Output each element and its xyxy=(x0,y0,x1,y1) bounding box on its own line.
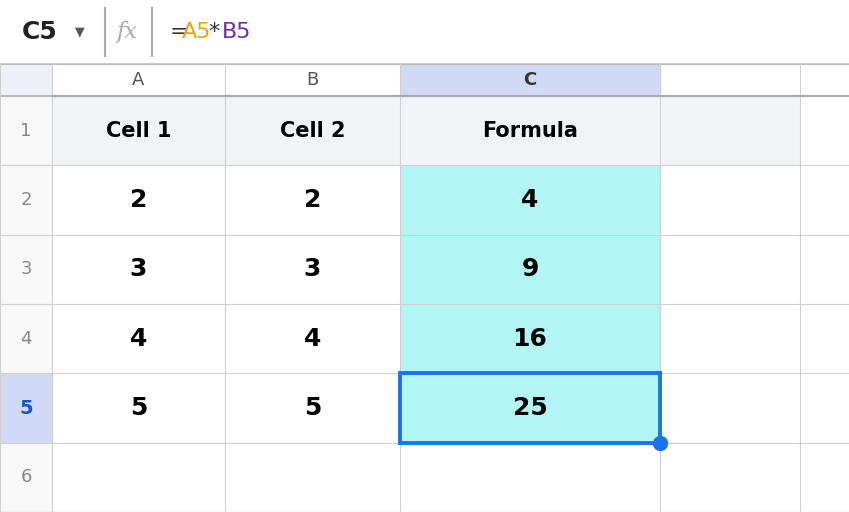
Bar xyxy=(225,64,400,96)
Text: ▼: ▼ xyxy=(76,26,85,38)
Bar xyxy=(0,96,52,165)
Text: =: = xyxy=(170,22,188,42)
Bar xyxy=(0,234,52,304)
Bar xyxy=(0,64,52,96)
Text: 5: 5 xyxy=(130,396,147,420)
Text: 6: 6 xyxy=(20,468,31,486)
Text: 16: 16 xyxy=(513,327,548,351)
Text: Cell 1: Cell 1 xyxy=(106,121,171,141)
Text: *: * xyxy=(208,22,219,42)
Text: 5: 5 xyxy=(20,398,33,417)
Bar xyxy=(400,234,660,304)
Text: B5: B5 xyxy=(222,22,251,42)
Text: A5: A5 xyxy=(182,22,211,42)
Bar xyxy=(52,64,225,96)
Text: B: B xyxy=(306,71,318,89)
Bar xyxy=(660,64,800,96)
Bar xyxy=(52,96,225,165)
Bar xyxy=(0,443,52,512)
Bar xyxy=(0,373,52,443)
Text: Formula: Formula xyxy=(482,121,578,141)
Bar xyxy=(660,96,800,165)
Bar xyxy=(225,96,400,165)
Bar xyxy=(400,96,660,165)
Bar xyxy=(0,165,52,234)
Text: 4: 4 xyxy=(304,327,321,351)
Bar xyxy=(400,304,660,373)
Text: 4: 4 xyxy=(130,327,147,351)
Text: 3: 3 xyxy=(20,260,31,279)
Bar xyxy=(400,373,660,443)
Text: C: C xyxy=(523,71,537,89)
Text: 3: 3 xyxy=(304,258,321,281)
Text: 5: 5 xyxy=(304,396,321,420)
Text: 4: 4 xyxy=(521,188,538,212)
Bar xyxy=(400,373,660,443)
Bar xyxy=(0,304,52,373)
Text: fx: fx xyxy=(116,21,138,43)
Bar xyxy=(400,64,660,96)
Text: 3: 3 xyxy=(130,258,147,281)
Bar xyxy=(400,165,660,234)
Text: Cell 2: Cell 2 xyxy=(280,121,346,141)
Text: 4: 4 xyxy=(20,330,31,348)
Text: 2: 2 xyxy=(304,188,321,212)
Text: A: A xyxy=(132,71,144,89)
Text: 2: 2 xyxy=(130,188,147,212)
Text: 25: 25 xyxy=(513,396,548,420)
Text: 9: 9 xyxy=(521,258,538,281)
Text: 2: 2 xyxy=(20,191,31,209)
Text: 1: 1 xyxy=(20,122,31,140)
Text: C5: C5 xyxy=(22,20,58,44)
